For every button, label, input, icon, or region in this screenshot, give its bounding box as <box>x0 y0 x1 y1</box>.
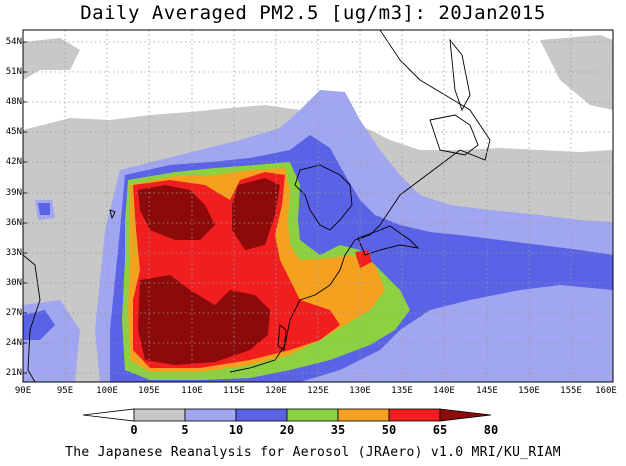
colorbar-tick: 80 <box>483 423 499 437</box>
footer-credit: The Japanese Reanalysis for Aerosol (JRA… <box>65 445 561 460</box>
colorbar-tick: 5 <box>181 423 189 437</box>
lat-label: 51N <box>5 67 22 77</box>
lon-label: 95E <box>56 386 74 396</box>
colorbar-cell <box>235 408 288 422</box>
colorbar-tick: 10 <box>228 423 244 437</box>
colorbar-tick: 35 <box>330 423 346 437</box>
lat-label: 54N <box>5 37 22 47</box>
graticule <box>23 30 613 382</box>
coastlines <box>23 30 491 382</box>
lon-label: 115E <box>223 386 245 396</box>
colorbar-tick: 65 <box>432 423 448 437</box>
lat-label: 33N <box>5 248 22 258</box>
colorbar-cell <box>337 408 390 422</box>
lon-label: 135E <box>391 386 413 396</box>
lon-label: 155E <box>560 386 582 396</box>
lon-label: 120E <box>265 386 287 396</box>
colorbar-cell <box>82 408 135 422</box>
lon-label: 145E <box>476 386 498 396</box>
lat-label: 45N <box>5 127 22 137</box>
lat-label: 36N <box>5 218 22 228</box>
lon-label: 100E <box>96 386 118 396</box>
colorbar-cell <box>388 408 441 422</box>
colorbar-cell <box>439 408 492 422</box>
lat-label: 42N <box>5 157 22 167</box>
lon-label: 150E <box>518 386 540 396</box>
colorbar-cell <box>133 408 186 422</box>
colorbar-tick: 0 <box>130 423 138 437</box>
lon-label: 125E <box>307 386 329 396</box>
lat-label: 24N <box>5 338 22 348</box>
lat-label: 27N <box>5 308 22 318</box>
lat-label: 30N <box>5 278 22 288</box>
colorbar-tick: 50 <box>381 423 397 437</box>
lon-label: 90E <box>14 386 32 396</box>
lon-label: 110E <box>181 386 203 396</box>
lon-label: 140E <box>433 386 455 396</box>
lat-label: 39N <box>5 188 22 198</box>
colorbar-tick: 20 <box>279 423 295 437</box>
lat-label: 48N <box>5 97 22 107</box>
lat-label: 21N <box>5 368 22 378</box>
colorbar-cell <box>184 408 237 422</box>
lon-label: 130E <box>349 386 371 396</box>
colorbar-cell <box>286 408 339 422</box>
lon-label: 105E <box>138 386 160 396</box>
contour-80-plus <box>138 185 215 240</box>
lon-label: 160E <box>595 386 617 396</box>
map-title: Daily Averaged PM2.5 [ug/m3]: 20Jan2015 <box>80 2 546 24</box>
